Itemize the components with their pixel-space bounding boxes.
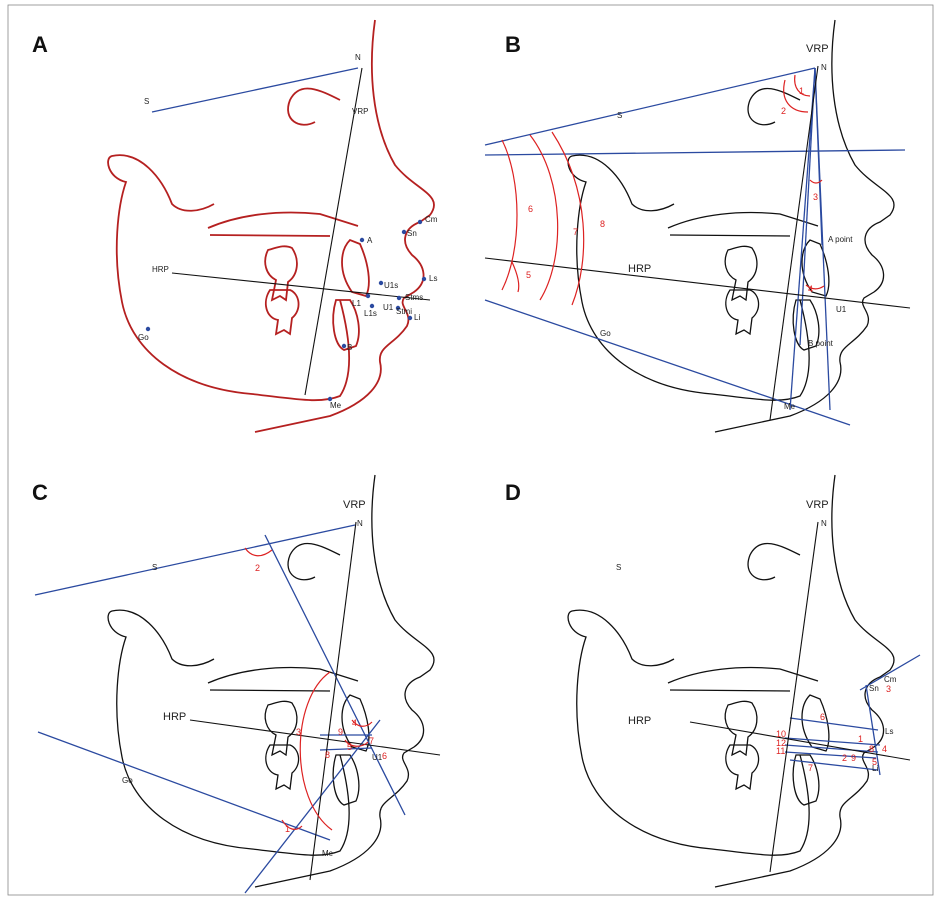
label: U1 — [836, 305, 847, 314]
panel-letter: D — [505, 480, 521, 505]
label: Cm — [425, 215, 438, 224]
angle-label: 3 — [813, 192, 818, 202]
label: HRP — [628, 715, 651, 727]
label: VRP — [806, 43, 829, 55]
angle-label: 2 — [842, 753, 847, 763]
tracing — [108, 20, 434, 432]
panel-a: A N S VRP HRP A Cm Sn U1s Ls Stms Stmi L… — [32, 20, 438, 432]
angle-arcs — [502, 75, 824, 305]
figure: A N S VRP HRP A Cm Sn U1s Ls Stms Stmi L… — [0, 0, 935, 898]
label: B — [347, 343, 352, 352]
angle-label: 4 — [352, 718, 357, 728]
angle-label: 7 — [808, 763, 813, 773]
label: U1 — [383, 303, 394, 312]
angle-label: 1 — [799, 86, 804, 96]
angle-label: 9 — [338, 727, 343, 737]
label: A point — [828, 235, 853, 244]
angle-label: 12 — [776, 738, 786, 748]
angle-label: 5 — [347, 742, 352, 752]
angle-label: 8 — [325, 750, 330, 760]
angle-label: 2 — [255, 563, 260, 573]
tracing — [108, 475, 434, 887]
label: Me — [330, 401, 342, 410]
label: U1s — [384, 281, 398, 290]
angle-label: 6 — [820, 712, 825, 722]
angle-label: 3 — [296, 727, 301, 737]
label: Me — [784, 402, 796, 411]
angle-label: 8 — [869, 744, 874, 754]
label: Stms — [405, 293, 423, 302]
panel-letter: B — [505, 32, 521, 57]
label: S — [617, 111, 622, 120]
vrp-line — [770, 522, 818, 872]
label: L1 — [352, 299, 361, 308]
label: S — [152, 563, 157, 572]
angle-label: 7 — [573, 227, 578, 237]
angle-label: 8 — [600, 219, 605, 229]
angle-label: 4 — [808, 284, 813, 294]
label: L1s — [364, 309, 377, 318]
label: A — [367, 236, 373, 245]
panel-letter: C — [32, 480, 48, 505]
label: S — [144, 97, 149, 106]
angle-arcs — [245, 548, 372, 830]
panel-d: D VRP N S HRP Cm Sn Ls Li 1 2 3 4 5 6 7 … — [505, 475, 920, 887]
vrp-line — [310, 522, 356, 880]
tracing — [568, 20, 894, 432]
label: N — [357, 519, 363, 528]
label: HRP — [628, 263, 651, 275]
measure-lines — [35, 525, 405, 893]
label: Cm — [884, 675, 897, 684]
vrp-line — [770, 66, 818, 420]
sn-line — [152, 68, 358, 112]
angle-label: 1 — [858, 734, 863, 744]
label: VRP — [343, 499, 366, 511]
angle-label: 2 — [781, 106, 786, 116]
label: HRP — [163, 711, 186, 723]
angle-label: 6 — [528, 204, 533, 214]
angle-label: 7 — [369, 736, 374, 746]
label: N — [355, 53, 361, 62]
label: Go — [122, 776, 133, 785]
label: Sn — [869, 684, 879, 693]
label: HRP — [152, 265, 169, 274]
label: B point — [808, 339, 834, 348]
label: Sn — [407, 229, 417, 238]
label: VRP — [352, 107, 368, 116]
label: Go — [138, 333, 149, 342]
label: Ls — [429, 274, 437, 283]
label: Go — [600, 329, 611, 338]
label: Me — [322, 849, 334, 858]
label: N — [821, 519, 827, 528]
label: S — [616, 563, 621, 572]
panel-letter: A — [32, 32, 48, 57]
angle-label: 6 — [382, 751, 387, 761]
label: N — [821, 63, 827, 72]
hrp-line — [690, 722, 910, 760]
angle-label: 4 — [882, 744, 887, 754]
angle-label: 5 — [872, 757, 877, 767]
measure-lines — [485, 68, 905, 425]
label: Li — [414, 313, 420, 322]
angle-label: 5 — [526, 270, 531, 280]
panel-b: B VRP N S HRP A point B point Go Me U1 1… — [485, 20, 910, 432]
panel-c: C VRP N S HRP Go Me U1 1 2 3 4 5 6 7 8 9 — [32, 475, 440, 893]
label: VRP — [806, 499, 829, 511]
label: Ls — [885, 727, 893, 736]
angle-label: 1 — [285, 824, 290, 834]
tracing — [568, 475, 894, 887]
angle-label: 3 — [886, 684, 891, 694]
label: Stmi — [396, 307, 412, 316]
angle-label: 9 — [851, 753, 856, 763]
